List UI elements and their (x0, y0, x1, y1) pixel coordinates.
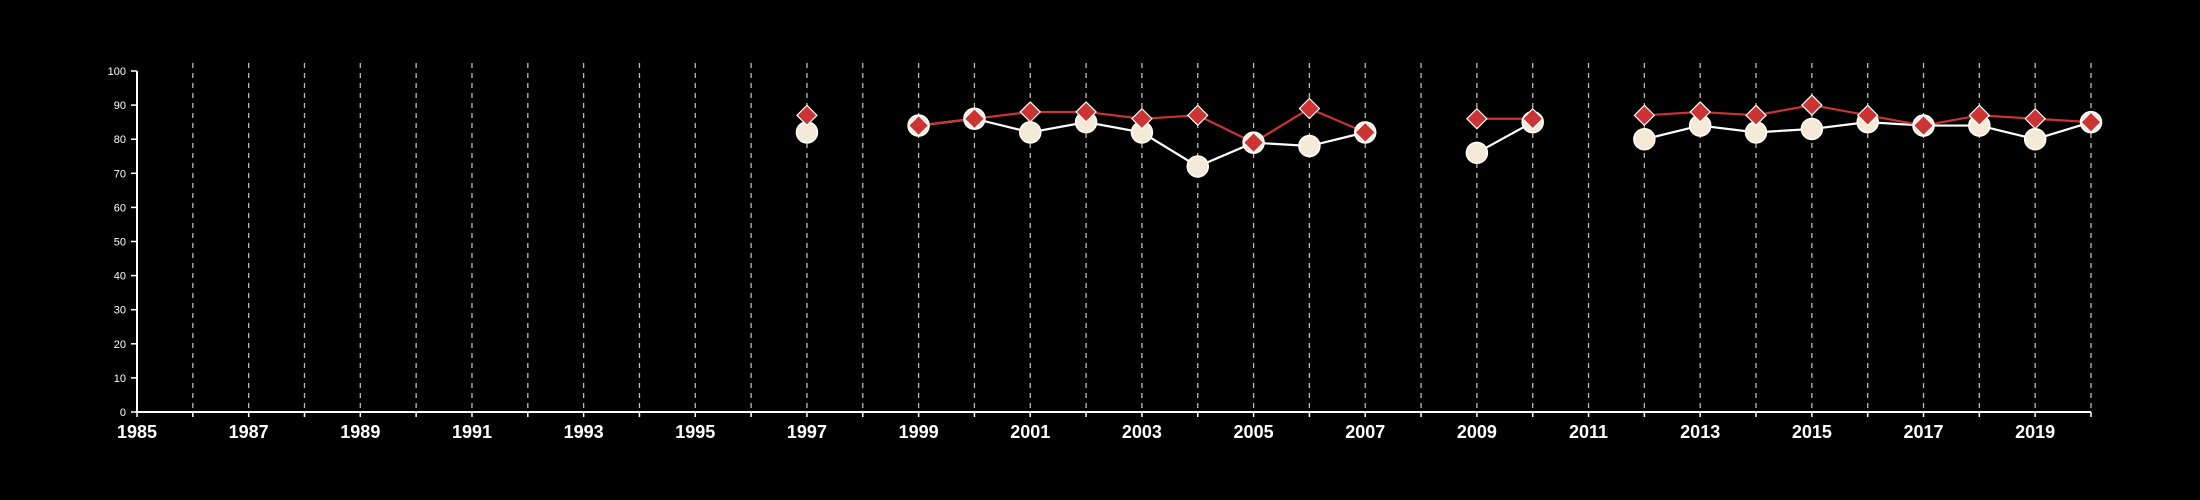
y-tick-label-90: 90 (114, 100, 126, 112)
x-tick-label-2015: 2015 (1792, 422, 1832, 442)
y-tick-label-0: 0 (120, 407, 126, 419)
point-diamond-2009 (1466, 107, 1488, 130)
x-tick-label-1997: 1997 (787, 422, 827, 442)
grid-lines (192, 63, 2092, 412)
point-diamond-2005 (1242, 131, 1265, 154)
x-tick-label-2011: 2011 (1569, 422, 1608, 442)
point-diamond-2013 (1689, 101, 1712, 123)
x-tick-label-1999: 1999 (899, 422, 939, 442)
y-tick-label-100: 100 (108, 66, 126, 78)
x-tick-label-2019: 2019 (2015, 422, 2055, 442)
point-circle-2015 (1800, 117, 1824, 141)
point-diamond-2007 (1354, 121, 1377, 144)
point-diamond-2006 (1298, 97, 1321, 120)
series-group (795, 94, 2103, 178)
y-tick-label-60: 60 (114, 202, 126, 214)
x-tick-label-1991: 1991 (452, 422, 492, 442)
series-0-markers (795, 107, 2103, 178)
x-tick-label-2013: 2013 (1680, 422, 1720, 442)
point-diamond-2017 (1912, 114, 1935, 137)
point-diamond-2000 (963, 107, 986, 130)
x-tick-label-1987: 1987 (229, 422, 269, 442)
axes: 0 10 20 30 40 50 60 70 80 90 100 1985 1987 1989 1991 19… (108, 66, 2092, 442)
point-diamond-2004 (1186, 104, 1209, 127)
point-diamond-2020 (2080, 111, 2102, 133)
y-tick-label-50: 50 (114, 237, 126, 249)
x-tick-label-1985: 1985 (117, 422, 157, 442)
point-diamond-2003 (1131, 107, 1153, 130)
x-tick-label-1993: 1993 (564, 422, 604, 442)
x-tick-label-2003: 2003 (1122, 422, 1162, 442)
point-diamond-2001 (1019, 101, 1042, 123)
y-tick-label-10: 10 (114, 373, 126, 385)
point-diamond-2014 (1745, 104, 1767, 127)
x-tick-label-2001: 2001 (1010, 422, 1050, 442)
x-tick-label-2005: 2005 (1234, 422, 1274, 442)
y-tick-label-40: 40 (114, 271, 126, 283)
point-diamond-2018 (1968, 104, 1991, 127)
x-tick-label-1989: 1989 (340, 422, 380, 442)
point-diamond-2016 (1856, 104, 1879, 127)
x-tick-label-2017: 2017 (1903, 422, 1943, 442)
point-circle-2006 (1298, 134, 1321, 158)
y-tick-label-80: 80 (114, 134, 126, 146)
point-diamond-2010 (1521, 107, 1544, 130)
point-diamond-1997 (796, 104, 818, 127)
series-1-markers (796, 94, 2102, 154)
x-tick-label-2009: 2009 (1457, 422, 1497, 442)
x-tick-label-2007: 2007 (1345, 422, 1385, 442)
point-circle-2009 (1465, 141, 1489, 165)
point-diamond-2002 (1075, 101, 1097, 123)
y-tick-label-20: 20 (114, 339, 126, 351)
point-circle-2004 (1186, 155, 1209, 178)
point-diamond-2012 (1633, 104, 1656, 127)
point-diamond-1999 (907, 114, 930, 137)
point-circle-2019 (2023, 127, 2047, 151)
point-circle-2012 (1633, 127, 1656, 151)
x-tick-label-1995: 1995 (675, 422, 715, 442)
y-tick-label-70: 70 (114, 168, 126, 180)
y-tick-label-30: 30 (114, 305, 126, 317)
point-diamond-2019 (2024, 107, 2047, 130)
point-circle-2001 (1019, 121, 1042, 144)
point-diamond-2015 (1801, 94, 1823, 116)
